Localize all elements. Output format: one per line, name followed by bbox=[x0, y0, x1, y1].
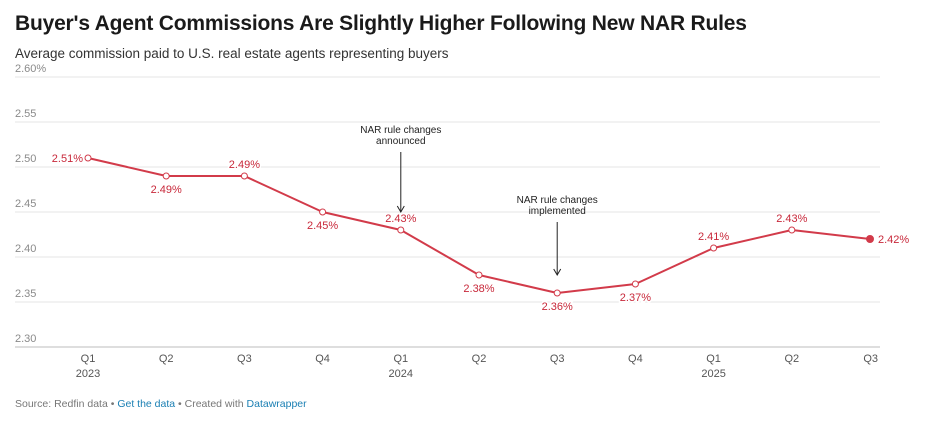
x-tick-label: Q2 bbox=[159, 353, 174, 365]
chart-subtitle: Average commission paid to U.S. real est… bbox=[15, 46, 449, 61]
y-axis-ticks: 2.30 2.35 2.40 2.45 2.50 2.55 2.60% bbox=[15, 63, 46, 345]
data-point bbox=[319, 208, 327, 216]
x-tick-label: Q1 bbox=[393, 353, 408, 365]
data-label: 2.49% bbox=[151, 184, 182, 196]
x-year-label: 2023 bbox=[76, 368, 100, 380]
y-tick-label: 2.50 bbox=[15, 153, 36, 165]
y-tick-label: 2.60% bbox=[15, 63, 46, 75]
chart-title: Buyer's Agent Commissions Are Slightly H… bbox=[15, 12, 747, 35]
data-label: 2.45% bbox=[307, 220, 338, 232]
data-point bbox=[788, 226, 796, 234]
annotation-text: announced bbox=[376, 136, 426, 147]
annotation-arrowhead bbox=[553, 268, 562, 276]
footer-separator: • bbox=[175, 398, 185, 410]
x-tick-label: Q1 bbox=[706, 353, 721, 365]
data-label: 2.36% bbox=[542, 301, 573, 313]
x-tick-label: Q1 bbox=[81, 353, 96, 365]
x-axis-ticks: Q1 2023 Q2 Q3 Q4 Q1 2024 Q2 Q3 Q4 Q1 2025 Q2 Q3 bbox=[76, 353, 878, 380]
y-tick-label: 2.40 bbox=[15, 243, 36, 255]
data-point bbox=[162, 172, 170, 180]
data-label: 2.38% bbox=[463, 283, 494, 295]
data-label: 2.49% bbox=[229, 159, 260, 171]
line-chart: 2.30 2.35 2.40 2.45 2.50 2.55 2.60% Q1 2023 Q2 Q3… bbox=[15, 63, 911, 380]
data-label: 2.43% bbox=[776, 213, 807, 225]
annotation-text: NAR rule changes bbox=[360, 125, 441, 136]
x-year-label: 2024 bbox=[389, 368, 413, 380]
data-point bbox=[866, 235, 874, 243]
data-point bbox=[710, 244, 718, 252]
data-points bbox=[84, 154, 874, 297]
datawrapper-link[interactable]: Datawrapper bbox=[246, 398, 307, 410]
data-label: 2.41% bbox=[698, 231, 729, 243]
y-tick-label: 2.45 bbox=[15, 198, 36, 210]
x-tick-label: Q2 bbox=[472, 353, 487, 365]
data-label: 2.43% bbox=[385, 213, 416, 225]
get-the-data-link[interactable]: Get the data bbox=[117, 398, 176, 410]
data-point bbox=[631, 280, 639, 288]
annotation-text: implemented bbox=[529, 206, 586, 217]
data-point bbox=[475, 271, 483, 279]
y-tick-label: 2.30 bbox=[15, 333, 36, 345]
x-tick-label: Q4 bbox=[628, 353, 643, 365]
y-tick-label: 2.35 bbox=[15, 288, 36, 300]
data-point bbox=[84, 154, 92, 162]
data-label: 2.42% bbox=[878, 234, 909, 246]
data-labels: 2.51% 2.49% 2.49% 2.45% 2.43% 2.38% 2.36% 2.37%… bbox=[50, 152, 911, 315]
gridlines bbox=[15, 76, 880, 348]
footer-separator: • bbox=[107, 398, 118, 410]
data-point bbox=[397, 226, 405, 234]
data-point bbox=[240, 172, 248, 180]
data-label: 2.37% bbox=[620, 292, 651, 304]
x-tick-label: Q3 bbox=[237, 353, 252, 365]
x-tick-label: Q3 bbox=[863, 353, 878, 365]
data-point bbox=[553, 289, 561, 297]
data-label: 2.51% bbox=[52, 153, 83, 165]
x-year-label: 2025 bbox=[701, 368, 725, 380]
annotation-arrowhead bbox=[396, 205, 405, 213]
created-with-text: Created with bbox=[184, 398, 247, 410]
source-note: Source: Redfin data bbox=[15, 398, 108, 410]
y-tick-label: 2.55 bbox=[15, 108, 36, 120]
x-tick-label: Q3 bbox=[550, 353, 565, 365]
x-tick-label: Q2 bbox=[784, 353, 799, 365]
annotation-text: NAR rule changes bbox=[517, 195, 598, 206]
footer: Source: Redfin data • Get the data • Cre… bbox=[15, 398, 307, 410]
x-tick-label: Q4 bbox=[315, 353, 330, 365]
